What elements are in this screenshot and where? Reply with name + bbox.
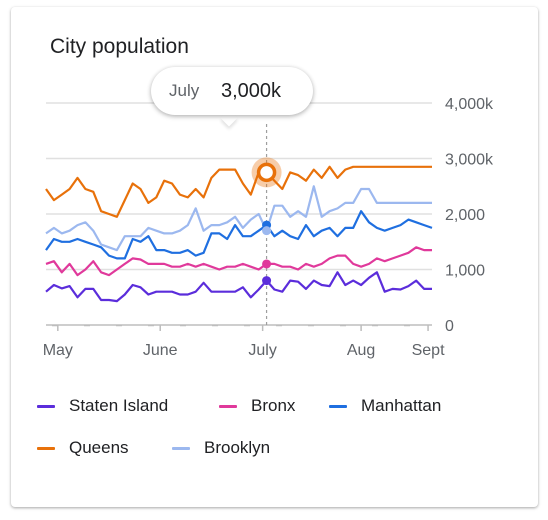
x-axis-ticks: May June July Aug Sept [43,325,445,359]
tooltip-label: July [169,81,200,100]
series-line-staten-island [45,271,432,303]
series-line-queens [45,165,432,218]
hover-marker-staten-island [262,276,272,286]
x-tick-label: May [43,342,73,359]
legend-label: Queens [69,438,129,457]
hover-marker-bronx [262,259,272,269]
x-tick-label: July [248,342,276,359]
legend-label: Bronx [251,396,296,415]
hover-marker-brooklyn [262,226,272,236]
x-tick-label: Aug [347,342,375,359]
legend-item-staten-island[interactable]: Staten Island [37,396,168,416]
y-tick-label: 2,000 [445,207,485,224]
legend-label: Manhattan [361,396,442,415]
y-axis-ticks: 0 1,000 2,000 3,000k 4,000k [445,96,494,335]
series-lines [45,165,433,303]
chart-title: City population [50,35,189,58]
legend-item-manhattan[interactable]: Manhattan [329,396,441,416]
legend-swatch [329,404,347,408]
grid-lines [46,102,432,327]
legend-swatch [37,404,55,408]
legend-label: Brooklyn [204,438,271,457]
series-line-bronx [45,246,432,277]
legend-item-queens[interactable]: Queens [37,438,129,458]
x-tick-label: June [143,342,178,359]
legend-swatch [219,404,237,408]
legend-label: Staten Island [69,396,169,415]
legend-item-bronx[interactable]: Bronx [219,396,295,416]
series-line-manhattan [45,210,433,260]
x-tick-label: Sept [412,342,445,359]
legend-item-brooklyn[interactable]: Brooklyn [172,438,270,458]
legend-swatch [37,446,55,450]
y-tick-label: 4,000k [445,96,494,113]
series-line-brooklyn [45,185,432,252]
y-tick-label: 3,000k [445,152,494,169]
y-tick-label: 1,000 [445,263,485,280]
hover-markers [251,124,282,325]
y-tick-label: 0 [445,318,454,335]
legend-swatch [172,446,190,450]
tooltip-value: 3,000k [221,79,282,102]
hover-marker-queens [256,162,277,183]
tooltip: July 3,000k [151,67,313,115]
